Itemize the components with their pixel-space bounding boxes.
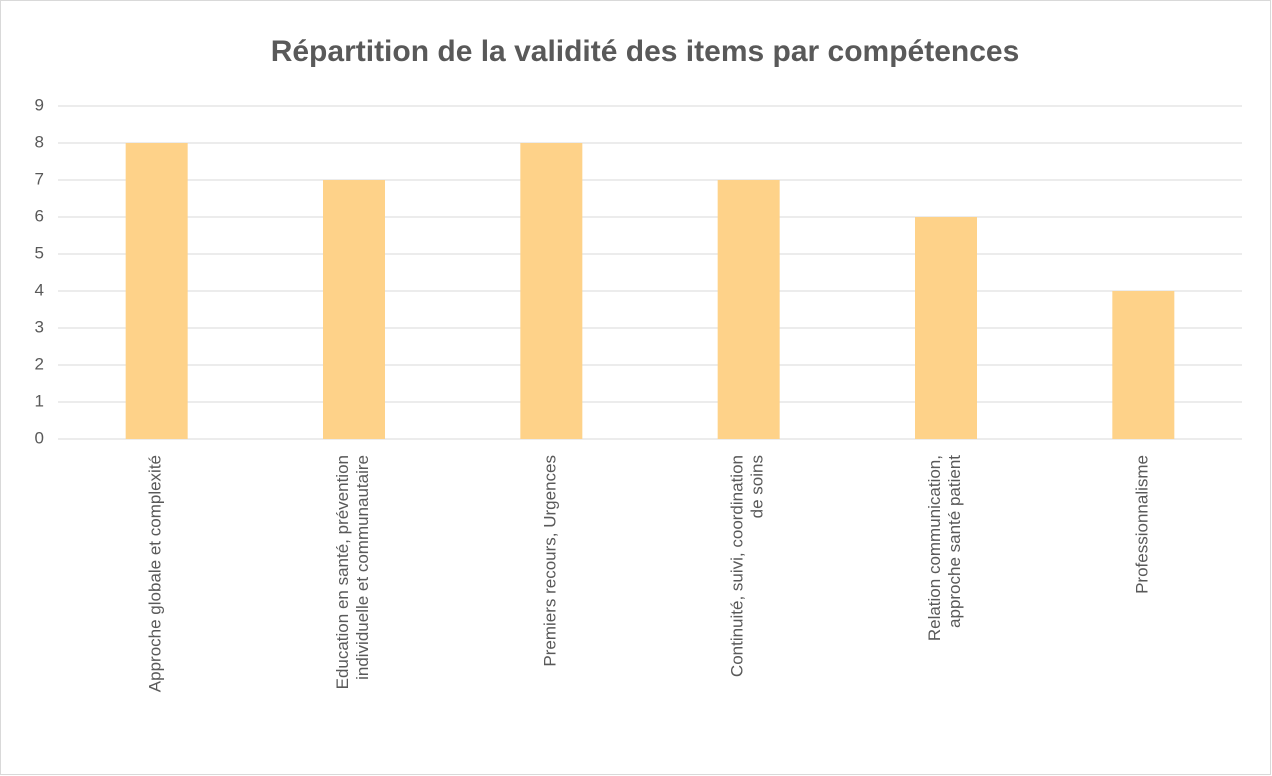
y-tick-label: 0 bbox=[35, 428, 44, 447]
bar bbox=[323, 180, 385, 439]
y-tick-label: 1 bbox=[35, 391, 44, 410]
y-tick-label: 7 bbox=[35, 169, 44, 188]
chart-title: Répartition de la validité des items par… bbox=[271, 35, 1020, 68]
y-tick-label: 3 bbox=[35, 317, 44, 336]
x-tick-label: Premiers recours, Urgences bbox=[541, 455, 560, 667]
y-tick-label: 2 bbox=[35, 354, 44, 373]
x-tick-label: Approche globale et complexité bbox=[146, 455, 165, 692]
x-tick-label: Continuité, suivi, coordinationde soins bbox=[728, 455, 767, 677]
bar bbox=[520, 143, 583, 439]
x-tick-label: Education en santé, préventionindividuel… bbox=[333, 455, 372, 689]
bar bbox=[915, 217, 977, 439]
bar bbox=[717, 180, 780, 439]
x-tick-label: Professionnalisme bbox=[1133, 455, 1152, 594]
y-tick-label: 8 bbox=[35, 132, 44, 151]
bar bbox=[1112, 291, 1175, 439]
bar bbox=[125, 143, 188, 439]
y-tick-label: 4 bbox=[35, 280, 44, 299]
y-tick-label: 9 bbox=[35, 95, 44, 114]
x-tick-label: Relation communication,approche santé pa… bbox=[925, 455, 964, 641]
y-tick-label: 5 bbox=[35, 243, 44, 262]
y-tick-label: 6 bbox=[35, 206, 44, 225]
